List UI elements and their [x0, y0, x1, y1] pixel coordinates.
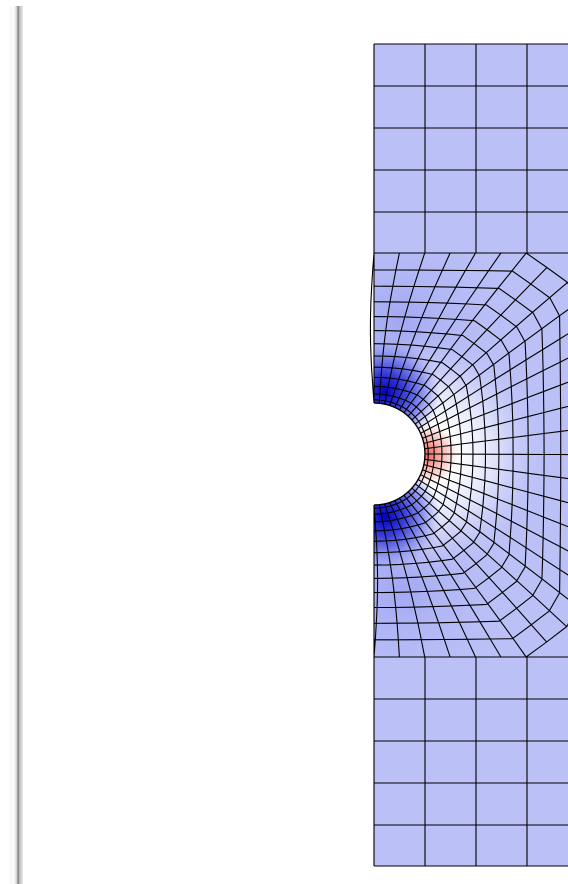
mesh-spoke-line — [389, 502, 451, 658]
mesh-spoke-line — [423, 464, 568, 504]
mesh-spoke-line — [422, 381, 568, 439]
mesh-spoke-line — [384, 252, 426, 405]
mesh-spoke-line — [373, 504, 379, 658]
mesh-spoke-line — [423, 405, 568, 444]
mesh-spoke-line — [403, 494, 527, 658]
mesh-spoke-line — [403, 252, 527, 414]
mesh-spoke-line — [424, 458, 568, 480]
mesh-spoke-line — [384, 503, 426, 658]
mesh-spoke-line — [399, 252, 502, 411]
mesh-spoke-line — [422, 469, 568, 528]
mesh-spoke-line — [389, 252, 451, 406]
mesh-spoke-line — [407, 267, 548, 417]
mesh-spoke-line — [420, 357, 568, 434]
mesh-spoke-line — [411, 487, 568, 628]
mesh-edges — [369, 43, 568, 867]
mesh-spoke-line — [378, 504, 400, 658]
mesh-spoke-line — [407, 491, 548, 643]
mesh-spoke-line — [424, 429, 568, 450]
mesh-spoke-line — [425, 453, 568, 456]
mesh-spoke-line — [417, 479, 568, 576]
mesh-spoke-line — [417, 333, 568, 429]
hole-edge — [373, 402, 426, 506]
mesh-spoke-line — [394, 500, 476, 658]
viewport-frame-border[interactable] — [10, 6, 23, 884]
mesh-spoke-line — [414, 483, 568, 600]
mesh-spoke-line — [399, 497, 502, 658]
mesh-spoke-line — [414, 308, 568, 425]
mesh-spoke-line — [378, 252, 400, 404]
mesh-spoke-line — [420, 474, 568, 552]
hole — [372, 403, 425, 505]
mesh-spoke-line — [369, 252, 375, 404]
mesh-spoke-line — [411, 281, 568, 421]
mesh-spoke-line — [394, 252, 476, 408]
